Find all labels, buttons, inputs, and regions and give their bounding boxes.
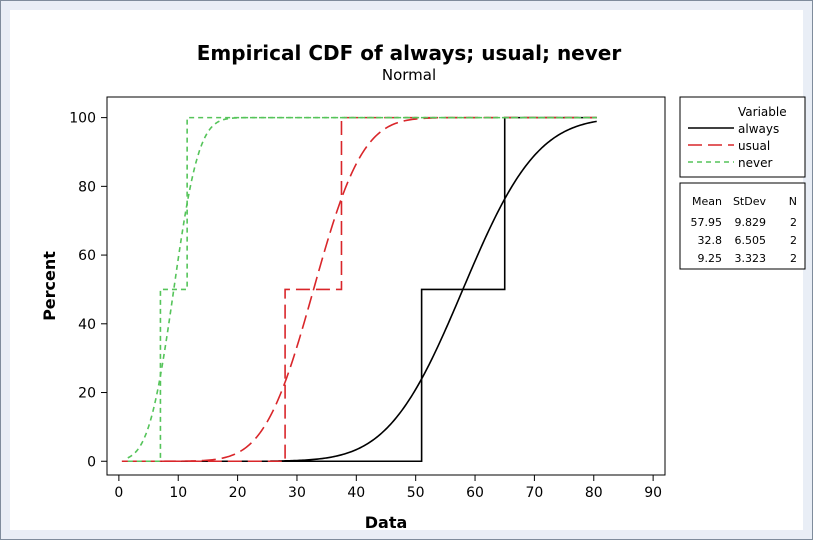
y-tick-label: 0 (87, 454, 96, 470)
x-tick-label: 60 (466, 485, 484, 501)
stats-cell: 9.25 (698, 252, 723, 265)
stats-header: N (789, 195, 797, 208)
legend-label-always: always (738, 122, 779, 136)
chart-background (10, 10, 803, 530)
y-tick-label: 100 (69, 111, 96, 127)
y-tick-label: 20 (78, 386, 96, 402)
x-tick-label: 20 (229, 485, 247, 501)
stats-table (679, 182, 806, 270)
legend-entries: always usual never (688, 122, 779, 170)
series-lines (121, 116, 597, 463)
y-tick-label: 60 (78, 248, 96, 264)
legend (679, 96, 806, 178)
x-tick-label: 10 (169, 485, 187, 501)
plot-area (106, 96, 666, 476)
stats-cell: 2 (790, 216, 797, 229)
legend-label-never: never (738, 156, 772, 170)
y-tick-label: 40 (78, 317, 96, 333)
stats-cell: 2 (790, 234, 797, 247)
x-tick-label: 40 (347, 485, 365, 501)
x-tick-label: 30 (288, 485, 306, 501)
stats-cell: 3.323 (735, 252, 767, 265)
chart-subtitle: Normal (382, 66, 436, 84)
x-tick-label: 90 (644, 485, 662, 501)
chart-title: Empirical CDF of always; usual; never (197, 41, 622, 65)
stats-cell: 2 (790, 252, 797, 265)
ecdf-step-usual (127, 116, 597, 463)
fit-curve-always (270, 120, 597, 462)
x-axis-label: Data (365, 513, 408, 532)
x-tick-label: 0 (114, 485, 123, 501)
x-tick-label: 70 (525, 485, 543, 501)
ecdf-step-never (127, 116, 597, 463)
stats-header: StDev (733, 195, 767, 208)
stats-cell: 9.829 (735, 216, 767, 229)
fit-curve-usual (121, 116, 597, 463)
x-tick-label: 80 (585, 485, 603, 501)
stats-cell: 32.8 (698, 234, 723, 247)
stats-cell: 6.505 (735, 234, 767, 247)
stats-table-content: Mean StDev N 57.95 9.829 2 32.8 6.505 2 9.25 3.323… (691, 195, 798, 265)
legend-title: Variable (738, 105, 787, 119)
x-axis: 0 10 20 30 40 50 60 70 80 90 (114, 475, 662, 501)
stats-header: Mean (692, 195, 722, 208)
x-tick-label: 50 (407, 485, 425, 501)
y-axis: 0 20 40 60 80 100 (69, 111, 107, 470)
y-axis-label: Percent (40, 251, 59, 321)
stats-cell: 57.95 (691, 216, 723, 229)
y-tick-label: 80 (78, 179, 96, 195)
legend-label-usual: usual (738, 139, 770, 153)
